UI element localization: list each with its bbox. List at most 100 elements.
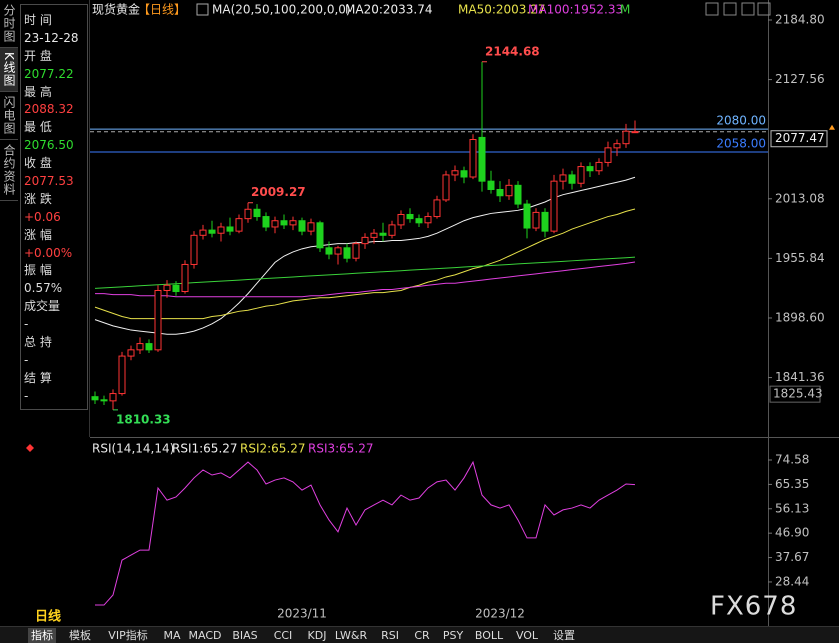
- ma-legend: MA50:2003.27: [458, 3, 546, 17]
- candle-body: [343, 247, 351, 259]
- sidebar-tab[interactable]: K线图: [0, 48, 18, 92]
- rsi-indicator: RSI(14,14,14): [92, 442, 174, 456]
- tab[interactable]: LW&R: [334, 629, 368, 642]
- candle-body: [190, 234, 198, 265]
- info-label: 振 幅: [24, 263, 52, 278]
- candle-body: [91, 396, 99, 401]
- tab[interactable]: KDJ: [307, 629, 327, 642]
- info-label: 涨 跌: [24, 191, 52, 206]
- info-label: 最 低: [24, 120, 52, 135]
- candle-body: [172, 284, 180, 293]
- candle-body: [235, 218, 243, 232]
- rsi-legend: RSI3:65.27: [308, 442, 374, 456]
- rsi-legend: RSI2:65.27: [240, 442, 306, 456]
- candle-body: [424, 216, 432, 224]
- tab[interactable]: RSI: [381, 629, 399, 642]
- info-label: 涨 幅: [24, 227, 52, 242]
- candle-body: [586, 166, 594, 172]
- last-price-box: [770, 130, 828, 148]
- ma-legend: M: [620, 3, 630, 17]
- tab[interactable]: MA: [163, 629, 181, 642]
- indicator-marker: [26, 444, 34, 452]
- price-line-label: 2080.00: [716, 114, 766, 128]
- candle-body: [568, 174, 576, 184]
- candle-body: [523, 203, 531, 229]
- candle-body: [397, 213, 405, 226]
- candle-body: [109, 393, 117, 402]
- toolbar-icon[interactable]: [723, 2, 737, 16]
- candle-body: [226, 226, 234, 232]
- y-tick-label: 2127.56: [775, 72, 825, 86]
- candle-body: [145, 343, 153, 351]
- info-value: -: [24, 352, 29, 367]
- tab[interactable]: PSY: [442, 629, 464, 642]
- candle-body: [298, 220, 306, 232]
- sidebar-tab[interactable]: 闪电图: [0, 92, 18, 140]
- candle-body: [361, 236, 369, 245]
- candle-body: [181, 263, 189, 293]
- sidebar-tab[interactable]: 分时图: [0, 0, 18, 48]
- candle-body: [100, 399, 108, 402]
- y-tick-label: 37.67: [775, 550, 809, 564]
- tab[interactable]: BOLL: [474, 629, 504, 642]
- toolbar-icon[interactable]: [741, 2, 755, 16]
- candle-body: [622, 130, 630, 145]
- info-label: 时 间: [24, 13, 52, 27]
- candle-body: [127, 349, 135, 357]
- candle-body: [163, 284, 171, 291]
- info-value: 2077.53: [24, 174, 74, 189]
- candle-body: [208, 229, 216, 234]
- info-label: 结 算: [24, 370, 52, 385]
- candle-body: [118, 355, 126, 395]
- y-tick-label: 2013.08: [775, 191, 825, 205]
- info-value: -: [24, 317, 29, 332]
- y-tick-label: 46.90: [775, 526, 809, 540]
- candle-body: [289, 220, 297, 226]
- tab[interactable]: 模板: [69, 629, 91, 642]
- instrument-title: 现货黄金: [92, 2, 140, 17]
- candle-body: [541, 211, 549, 232]
- x-tick-label: 2023/12: [475, 607, 525, 621]
- indicator-toggle[interactable]: [196, 3, 209, 16]
- info-panel: 时 间 23-12-28 开 盘 2077.22 最 高 2088.32 最 低 2076.5…: [20, 4, 88, 410]
- toolbar-icon[interactable]: [757, 2, 771, 16]
- candle-body: [433, 199, 441, 218]
- toolbar-icon[interactable]: [705, 2, 719, 16]
- candle-body: [370, 232, 378, 238]
- tab[interactable]: CR: [414, 629, 430, 642]
- low-marker-label: 1825.43: [773, 387, 823, 401]
- sidebar-tab[interactable]: 合约资料: [0, 140, 18, 201]
- candle-body: [379, 232, 387, 236]
- info-value: +0.06: [24, 209, 61, 224]
- y-tick-label: 74.58: [775, 453, 809, 467]
- low-marker-box: [769, 385, 821, 403]
- candle-body: [271, 220, 279, 228]
- tab[interactable]: 指标: [28, 628, 56, 643]
- info-value: 0.57%: [24, 281, 63, 296]
- tab[interactable]: BIAS: [232, 629, 258, 642]
- tab[interactable]: VIP指标: [108, 629, 148, 642]
- candle-body: [388, 224, 396, 236]
- tab[interactable]: MACD: [188, 629, 222, 642]
- candle-body: [550, 180, 558, 232]
- candle-body: [505, 184, 513, 197]
- info-label: 开 盘: [24, 48, 52, 63]
- watermark: FX678: [710, 592, 797, 622]
- info-value: 2076.50: [24, 138, 74, 153]
- candle-body: [244, 208, 252, 220]
- info-value: -: [24, 388, 29, 403]
- extreme-label: 2009.27: [251, 185, 306, 199]
- candle-body: [262, 216, 270, 228]
- extreme-label: 1810.33: [116, 412, 171, 426]
- y-tick-label: 1898.60: [775, 310, 825, 324]
- tab[interactable]: 设置: [553, 629, 575, 642]
- candle-body: [415, 218, 423, 224]
- candle-body: [631, 131, 639, 134]
- tab[interactable]: VOL: [515, 629, 539, 642]
- rsi-legend: RSI1:65.27: [172, 442, 238, 456]
- info-value: 2088.32: [24, 102, 74, 117]
- candle-body: [487, 180, 495, 190]
- y-tick-label: 56.13: [775, 501, 809, 515]
- tab[interactable]: CCI: [273, 629, 293, 642]
- candle-body: [442, 174, 450, 201]
